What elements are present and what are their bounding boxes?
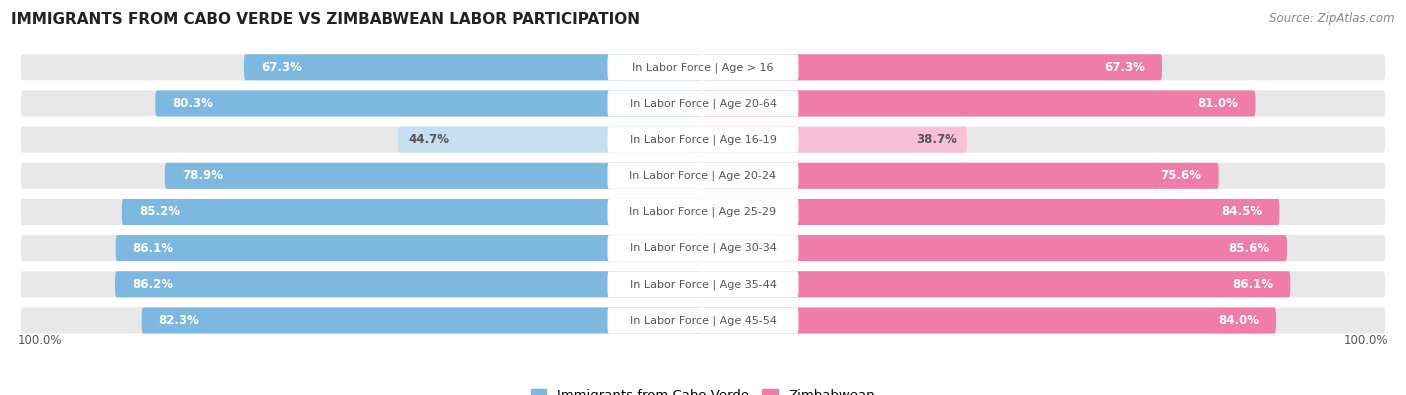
FancyBboxPatch shape [21, 127, 1385, 152]
FancyBboxPatch shape [21, 54, 1385, 80]
FancyBboxPatch shape [21, 90, 1385, 117]
FancyBboxPatch shape [607, 163, 799, 189]
Text: 100.0%: 100.0% [1344, 334, 1389, 347]
FancyBboxPatch shape [21, 199, 1385, 225]
FancyBboxPatch shape [21, 163, 1385, 189]
FancyBboxPatch shape [21, 271, 1385, 297]
FancyBboxPatch shape [703, 54, 1163, 80]
Text: 84.5%: 84.5% [1222, 205, 1263, 218]
FancyBboxPatch shape [703, 163, 1219, 189]
FancyBboxPatch shape [703, 271, 1291, 297]
Text: 85.6%: 85.6% [1229, 242, 1270, 255]
Text: 67.3%: 67.3% [1104, 61, 1144, 74]
FancyBboxPatch shape [398, 127, 703, 152]
FancyBboxPatch shape [142, 307, 703, 333]
FancyBboxPatch shape [115, 271, 703, 297]
Text: 86.1%: 86.1% [132, 242, 174, 255]
Text: In Labor Force | Age 16-19: In Labor Force | Age 16-19 [630, 134, 776, 145]
Text: 100.0%: 100.0% [17, 334, 62, 347]
Text: 75.6%: 75.6% [1160, 169, 1202, 182]
FancyBboxPatch shape [703, 307, 1277, 333]
Text: 86.2%: 86.2% [132, 278, 173, 291]
Text: 67.3%: 67.3% [262, 61, 302, 74]
Text: 85.2%: 85.2% [139, 205, 180, 218]
FancyBboxPatch shape [703, 199, 1279, 225]
Text: 86.1%: 86.1% [1232, 278, 1274, 291]
FancyBboxPatch shape [607, 199, 799, 225]
Text: IMMIGRANTS FROM CABO VERDE VS ZIMBABWEAN LABOR PARTICIPATION: IMMIGRANTS FROM CABO VERDE VS ZIMBABWEAN… [11, 12, 640, 27]
FancyBboxPatch shape [607, 271, 799, 297]
FancyBboxPatch shape [243, 54, 703, 80]
Text: In Labor Force | Age 45-54: In Labor Force | Age 45-54 [630, 315, 776, 326]
Text: 80.3%: 80.3% [173, 97, 214, 110]
Text: Source: ZipAtlas.com: Source: ZipAtlas.com [1270, 12, 1395, 25]
FancyBboxPatch shape [703, 235, 1286, 261]
Legend: Immigrants from Cabo Verde, Zimbabwean: Immigrants from Cabo Verde, Zimbabwean [526, 384, 880, 395]
Text: In Labor Force | Age 20-24: In Labor Force | Age 20-24 [630, 171, 776, 181]
Text: 44.7%: 44.7% [408, 133, 450, 146]
FancyBboxPatch shape [607, 235, 799, 261]
FancyBboxPatch shape [165, 163, 703, 189]
FancyBboxPatch shape [155, 90, 703, 117]
Text: In Labor Force | Age 30-34: In Labor Force | Age 30-34 [630, 243, 776, 253]
Text: 82.3%: 82.3% [159, 314, 200, 327]
FancyBboxPatch shape [703, 127, 967, 152]
Text: In Labor Force | Age 20-64: In Labor Force | Age 20-64 [630, 98, 776, 109]
Text: 78.9%: 78.9% [181, 169, 224, 182]
FancyBboxPatch shape [607, 307, 799, 333]
FancyBboxPatch shape [115, 235, 703, 261]
FancyBboxPatch shape [607, 127, 799, 152]
Text: In Labor Force | Age 35-44: In Labor Force | Age 35-44 [630, 279, 776, 290]
Text: 38.7%: 38.7% [915, 133, 956, 146]
FancyBboxPatch shape [21, 235, 1385, 261]
FancyBboxPatch shape [607, 90, 799, 117]
Text: In Labor Force | Age 25-29: In Labor Force | Age 25-29 [630, 207, 776, 217]
Text: 81.0%: 81.0% [1198, 97, 1239, 110]
FancyBboxPatch shape [703, 90, 1256, 117]
FancyBboxPatch shape [122, 199, 703, 225]
Text: 84.0%: 84.0% [1218, 314, 1258, 327]
FancyBboxPatch shape [21, 307, 1385, 333]
Text: In Labor Force | Age > 16: In Labor Force | Age > 16 [633, 62, 773, 73]
FancyBboxPatch shape [607, 54, 799, 80]
